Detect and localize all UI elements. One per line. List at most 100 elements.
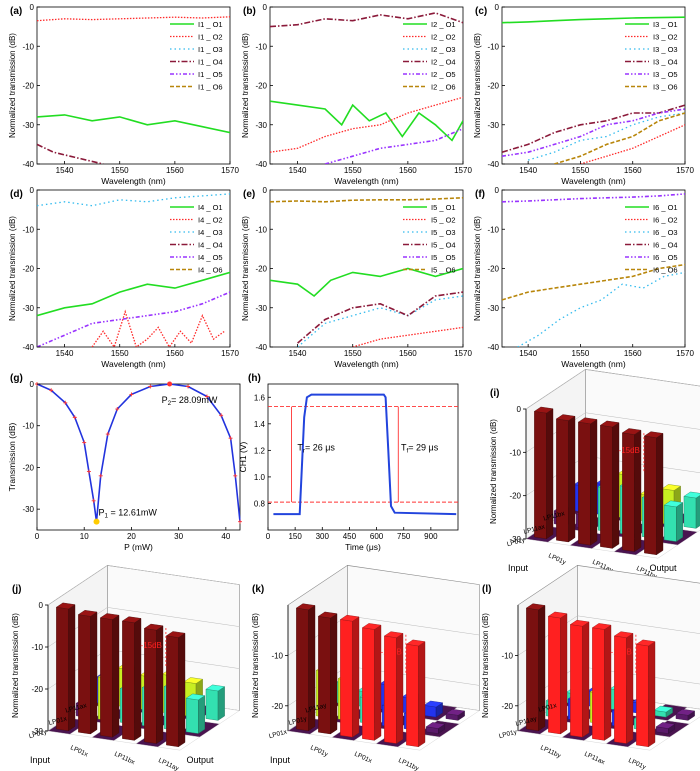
bar-top-face	[77, 610, 98, 617]
series-line-I1_O4	[37, 143, 104, 164]
x-tick-label: 1550	[344, 349, 362, 358]
bar-top-face	[655, 722, 676, 729]
y-tick-label: -40	[487, 343, 499, 352]
legend-entry: I4 _ O5	[198, 253, 223, 262]
panel-label: (l)	[482, 584, 491, 595]
bar-side-face	[374, 624, 382, 741]
legend-entry: I4 _ O1	[198, 203, 223, 212]
chart-panel-e: 1540 1550 1560 1570 0 -10 -20 -30 -40 Wavelength …	[241, 186, 472, 369]
x-tick-label: 1560	[399, 166, 417, 175]
bar-top-face	[643, 431, 664, 438]
data-point-marker	[115, 407, 120, 412]
legend-entry: I5 _ O6	[431, 266, 456, 275]
row-tick-label: LP01y	[506, 536, 526, 548]
y-tick-label: -20	[22, 265, 34, 274]
legend-entry: I1 _ O2	[198, 33, 223, 42]
bar-top-face	[635, 639, 656, 647]
bar-top-face	[317, 611, 338, 619]
z-tick-label: -20	[501, 702, 513, 711]
x-tick-label: 1550	[572, 166, 590, 175]
bar-front-face	[556, 418, 569, 543]
z-tick-label: 0	[39, 601, 44, 610]
wall-gridline	[107, 607, 240, 627]
col-tick-label: LP01y	[309, 744, 329, 758]
x-tick-label: 30	[174, 532, 183, 541]
bar-side-face	[178, 632, 186, 748]
panel-label: (e)	[243, 189, 255, 200]
x-tick-label: 1570	[221, 349, 239, 358]
col-tick-label: LP01x	[353, 751, 373, 765]
bar-top-face	[205, 684, 226, 692]
y-tick-label: -20	[487, 265, 499, 274]
z-tick-label: -10	[31, 643, 43, 652]
plot-frame	[36, 383, 241, 531]
z-tick-label: -30	[509, 535, 521, 544]
x-tick-label: 0	[266, 532, 271, 541]
chart-panel-k: -10 -20 Normalized transmission (dB) (k) -12…	[251, 564, 480, 771]
z-tick-label: -20	[31, 685, 43, 694]
series-line-I5_O2	[352, 326, 463, 347]
legend-entry: I4 _ O4	[198, 241, 223, 250]
panel-label: (c)	[475, 6, 487, 17]
bar-top-face	[445, 708, 466, 716]
x-tick-label: 10	[80, 532, 89, 541]
legend-entry: I6 _ O6	[653, 266, 678, 275]
data-point-marker	[228, 436, 233, 441]
chart-panel-d: 1540 1550 1560 1570 0 -10 -20 -30 -40 Wavelength …	[8, 186, 239, 369]
series-line-I5_O3	[297, 295, 463, 347]
y-axis-label: Normalized transmission (dB)	[8, 216, 17, 321]
col-tick-label: LP11by	[397, 757, 420, 771]
y-tick-label: -40	[255, 160, 267, 169]
y-tick-label: -30	[487, 304, 499, 313]
chart-panel-b: 1540 1550 1560 1570 0 -10 -20 -30 -40 Wavelength …	[241, 3, 472, 186]
series-line-I4_O1	[37, 271, 230, 317]
y-tick-label: -20	[255, 265, 267, 274]
bar-top-face	[423, 700, 444, 708]
legend-entry: I4 _ O3	[198, 228, 223, 237]
chart-panel-j: 0 -10 -20 -30 Normalized transmission (dB) (j…	[11, 564, 240, 771]
row-tick-label: LP01x	[538, 702, 558, 714]
series-line-I5_O4	[297, 291, 463, 344]
y-tick-label: -20	[22, 463, 34, 472]
wall-gridline	[585, 369, 700, 387]
col-axis-title: Output	[649, 563, 677, 573]
legend-entry: I2 _ O5	[431, 70, 456, 79]
x-tick-label: 1540	[519, 349, 537, 358]
panel-label: (d)	[10, 189, 23, 200]
min-annotation: P1 = 12.61mW	[99, 507, 158, 519]
bar-front-face	[644, 435, 657, 555]
data-point-marker	[219, 413, 224, 418]
legend-entry: I1 _ O3	[198, 45, 223, 54]
pulse-trace	[273, 393, 457, 516]
y-tick-label: -30	[22, 121, 34, 130]
bar-top-face	[525, 603, 546, 611]
y-tick-label: -40	[487, 160, 499, 169]
series-line-I1_O2	[37, 16, 230, 22]
z-tick-label: -10	[501, 651, 513, 660]
z-axis-label: Normalized transmission (dB)	[481, 613, 490, 718]
panel-label: (j)	[12, 584, 21, 595]
y-tick-label: 1.6	[254, 393, 266, 402]
x-tick-label: 1570	[454, 166, 472, 175]
x-tick-label: 1540	[56, 349, 74, 358]
data-point-marker	[129, 392, 134, 397]
y-tick-label: 0	[495, 3, 500, 12]
series-line-I4_O2	[91, 309, 225, 347]
bar-side-face	[112, 614, 120, 738]
x-tick-label: 1540	[289, 349, 307, 358]
y-tick-label: -20	[487, 82, 499, 91]
data-point-marker	[72, 415, 77, 420]
wall-gridline	[525, 369, 586, 410]
legend-entry: I2 _ O6	[431, 83, 456, 92]
bar-top-face	[663, 500, 684, 508]
bar-side-face	[582, 621, 590, 738]
max-annotation: P2= 28.09mW	[162, 395, 218, 407]
legend-entry: I2 _ O2	[431, 33, 456, 42]
y-axis-label: Normalized transmission (dB)	[241, 33, 250, 138]
data-point-marker	[186, 384, 191, 389]
x-tick-label: 1550	[111, 166, 129, 175]
x-tick-label: 1540	[289, 166, 307, 175]
bar-top-face	[577, 417, 598, 425]
x-tick-label: 40	[221, 532, 230, 541]
y-tick-label: -10	[487, 42, 499, 51]
